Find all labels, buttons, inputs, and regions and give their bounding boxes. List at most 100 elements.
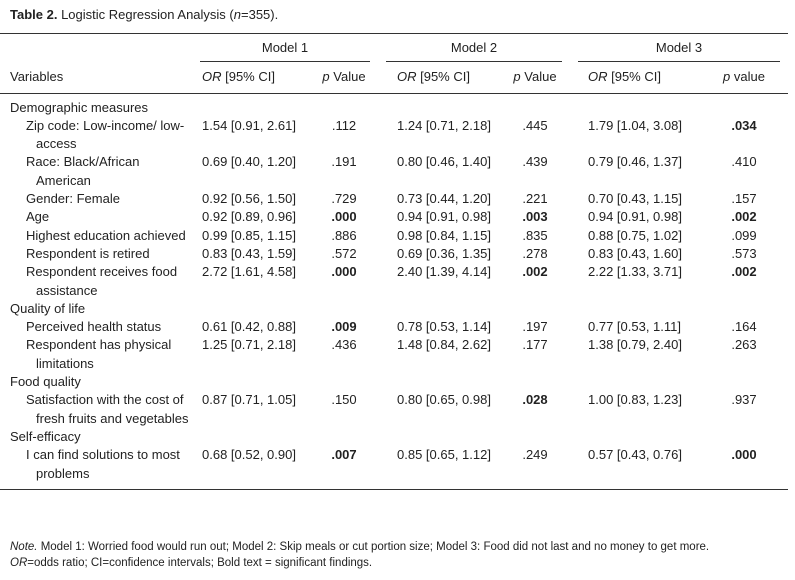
text-segment: =355). — [241, 7, 279, 22]
p-value: .009 — [331, 319, 357, 335]
p-value: .886 — [331, 227, 357, 243]
p-value: .197 — [522, 319, 548, 335]
model-header: Model 2 — [378, 33, 570, 63]
data-row: Respondent receives food assistance 2.72 … — [0, 263, 788, 300]
text-segment: Table 2. — [10, 7, 58, 22]
header-row: Model 1 Model 2 Model 3 — [0, 33, 788, 63]
column-header: p value — [700, 62, 788, 94]
model-header: Model 3 — [570, 33, 788, 63]
odds-ratio: 0.88 [0.75, 1.02] — [588, 227, 682, 243]
variable-name: Zip code: Low-income/ low-access — [26, 117, 185, 152]
odds-ratio: 2.22 [1.33, 3.71] — [588, 264, 682, 280]
column-header: OR [95% CI] — [378, 62, 500, 94]
data-row: Respondent has physical limitations 1.25 … — [0, 336, 788, 373]
odds-ratio: 0.77 [0.53, 1.11] — [588, 319, 681, 335]
text-segment: Note. — [10, 541, 38, 553]
note-line: Note. Model 1: Worried food would run ou… — [10, 539, 709, 555]
odds-ratio: 1.79 [1.04, 3.08] — [588, 117, 682, 133]
odds-ratio: 0.92 [0.56, 1.50] — [202, 191, 296, 207]
odds-ratio: 0.92 [0.89, 0.96] — [202, 209, 296, 225]
variable-name: Satisfaction with the cost of fresh frui… — [26, 392, 189, 426]
variable-name: I can find solutions to most problems — [0, 446, 192, 490]
data-row: Zip code: Low-income/ low-access 1.54 [0.… — [0, 117, 788, 154]
column-header: p Value — [310, 62, 378, 94]
odds-ratio: 0.61 [0.42, 0.88] — [202, 319, 296, 335]
note-line: OR=odds ratio; CI=confidence intervals; … — [10, 555, 709, 571]
p-value: .028 — [522, 392, 548, 408]
text-segment: p — [723, 69, 731, 85]
text-segment: value — [730, 69, 765, 85]
odds-ratio: 0.94 [0.91, 0.98] — [588, 209, 682, 225]
odds-ratio: 0.69 [0.40, 1.20] — [202, 154, 296, 170]
odds-ratio: 0.87 [0.71, 1.05] — [202, 392, 296, 408]
data-row: Highest education achieved 0.99 [0.85, 1.… — [0, 227, 788, 245]
p-value: .573 — [731, 245, 757, 261]
p-value: .000 — [331, 209, 357, 225]
p-value: .000 — [700, 446, 788, 490]
p-value: .572 — [331, 245, 357, 261]
text-segment: Value — [520, 69, 557, 85]
p-value: .249 — [500, 446, 570, 490]
p-value: .034 — [731, 117, 757, 133]
data-row: Age 0.92 [0.89, 0.96] .000 0.94 [0.91, 0.98… — [0, 208, 788, 226]
odds-ratio: 1.38 [0.79, 2.40] — [588, 337, 682, 353]
p-value: .164 — [731, 319, 757, 335]
odds-ratio: 1.54 [0.91, 2.61] — [202, 117, 296, 133]
empty-cell — [0, 33, 192, 63]
p-value: .436 — [331, 337, 357, 353]
text-segment: OR — [588, 69, 608, 85]
section-row: Self-efficacy — [0, 428, 788, 446]
odds-ratio: 0.78 [0.53, 1.14] — [397, 319, 491, 335]
odds-ratio: 0.83 [0.43, 1.59] — [202, 245, 296, 261]
header-row: Variables OR [95% CI] p Value OR [95% CI] p … — [0, 62, 788, 94]
section-title: Self-efficacy — [10, 428, 81, 444]
column-header: Variables — [0, 62, 192, 94]
variable-name: Respondent receives food assistance — [26, 264, 178, 298]
text-segment: [95% CI] — [607, 69, 661, 85]
odds-ratio: 1.25 [0.71, 2.18] — [202, 337, 296, 353]
p-value: .445 — [522, 117, 548, 133]
odds-ratio: 0.94 [0.91, 0.98] — [397, 209, 491, 225]
data-row: Perceived health status 0.61 [0.42, 0.88]… — [0, 318, 788, 336]
p-value: .410 — [731, 154, 757, 170]
p-value: .191 — [331, 154, 357, 170]
odds-ratio: 0.85 [0.65, 1.12] — [378, 446, 500, 490]
text-segment: Value — [329, 69, 366, 85]
odds-ratio: 2.72 [1.61, 4.58] — [202, 264, 296, 280]
p-value: .099 — [731, 227, 757, 243]
text-segment: Model 1: Worried food would run out; Mod… — [37, 541, 710, 553]
regression-table: Model 1 Model 2 Model 3 Variables OR [95% CI… — [0, 33, 788, 490]
model-label: Model 2 — [386, 39, 562, 63]
p-value: .439 — [522, 154, 548, 170]
p-value: .002 — [522, 264, 548, 280]
column-header: p Value — [500, 62, 570, 94]
model-header: Model 1 — [192, 33, 378, 63]
p-value: .835 — [522, 227, 548, 243]
p-value: .278 — [522, 245, 548, 261]
odds-ratio: 0.68 [0.52, 0.90] — [192, 446, 310, 490]
odds-ratio: 0.80 [0.65, 0.98] — [397, 392, 491, 408]
odds-ratio: 0.98 [0.84, 1.15] — [397, 227, 491, 243]
odds-ratio: 0.70 [0.43, 1.15] — [588, 191, 682, 207]
odds-ratio: 0.73 [0.44, 1.20] — [397, 191, 491, 207]
column-header: OR [95% CI] — [192, 62, 310, 94]
p-value: .221 — [522, 191, 548, 207]
text-segment: OR — [397, 69, 417, 85]
odds-ratio: 0.99 [0.85, 1.15] — [202, 227, 296, 243]
column-header: OR [95% CI] — [570, 62, 700, 94]
p-value: .263 — [731, 337, 757, 353]
table-note: Note. Model 1: Worried food would run ou… — [10, 539, 709, 571]
model-label: Model 3 — [578, 39, 780, 63]
data-row: I can find solutions to most problems 0.6… — [0, 446, 788, 490]
variable-name: Highest education achieved — [26, 227, 186, 243]
data-row: Satisfaction with the cost of fresh frui… — [0, 391, 788, 428]
p-value: .003 — [522, 209, 548, 225]
section-title: Demographic measures — [10, 99, 149, 115]
odds-ratio: 0.83 [0.43, 1.60] — [588, 245, 682, 261]
p-value: .150 — [331, 392, 357, 408]
odds-ratio: 1.48 [0.84, 2.62] — [397, 337, 491, 353]
data-row: Race: Black/African American 0.69 [0.40, … — [0, 153, 788, 190]
text-segment: Logistic Regression Analysis ( — [57, 7, 234, 22]
model-label: Model 1 — [200, 39, 370, 63]
section-row: Food quality — [0, 373, 788, 391]
